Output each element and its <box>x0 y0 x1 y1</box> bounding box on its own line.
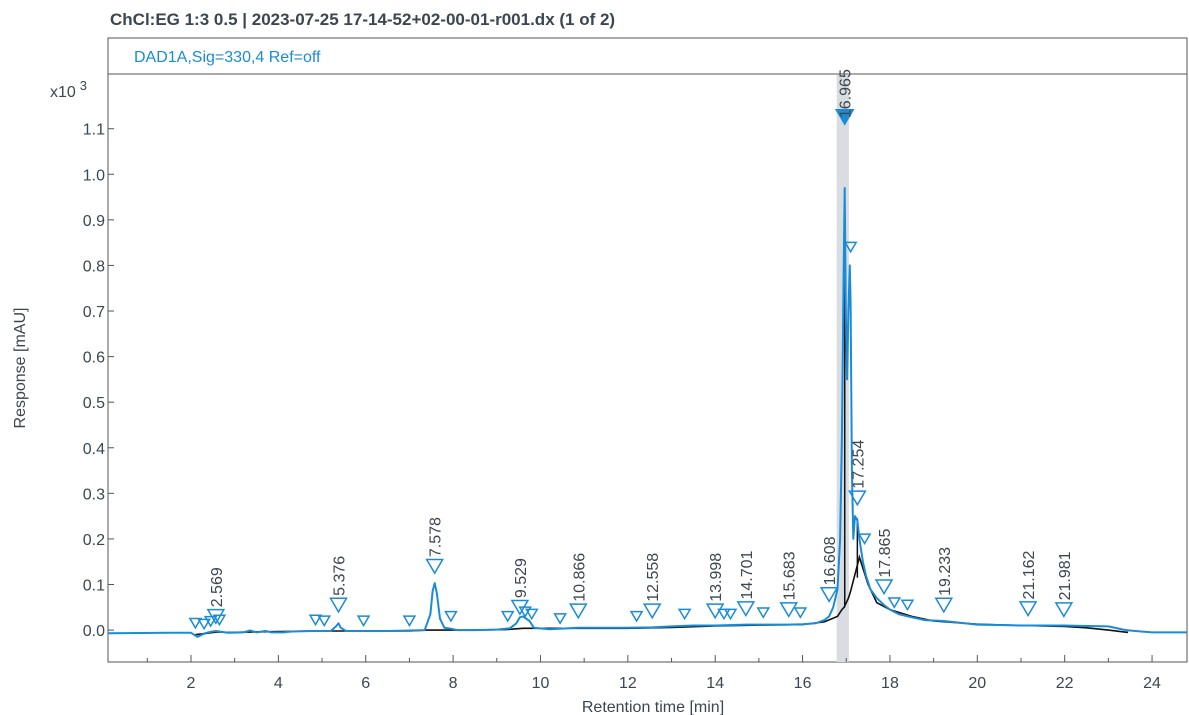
y-tick-label: 1.0 <box>83 167 105 184</box>
peak-label: 16.965 <box>838 69 855 118</box>
y-tick-label: 0.3 <box>83 486 105 503</box>
peak-marker[interactable] <box>510 599 530 616</box>
peak-marker[interactable] <box>308 614 323 627</box>
peak-marker[interactable] <box>848 490 867 507</box>
peak-marker[interactable] <box>553 613 567 625</box>
peak-label: 21.981 <box>1057 551 1074 600</box>
x-tick-label: 8 <box>449 675 458 692</box>
peak-marker[interactable] <box>629 610 644 623</box>
y-tick-label: 0.5 <box>83 395 105 412</box>
y-tick-label: 0.1 <box>83 578 105 595</box>
peak-marker[interactable] <box>779 602 799 618</box>
x-tick-label: 10 <box>532 675 550 692</box>
peak-marker[interactable] <box>717 608 731 621</box>
peak-label: 13.998 <box>708 553 725 602</box>
peak-marker[interactable] <box>819 587 839 603</box>
x-tick-label: 20 <box>968 675 986 692</box>
y-tick-label: 0.8 <box>83 258 105 275</box>
peak-label: 15.683 <box>782 551 799 600</box>
peak-label: 17.865 <box>877 529 894 578</box>
x-tick-label: 22 <box>1056 675 1074 692</box>
peak-label: 10.866 <box>571 553 588 602</box>
peak-marker[interactable] <box>317 615 332 628</box>
peak-marker[interactable] <box>642 603 662 620</box>
peak-marker[interactable] <box>900 599 915 612</box>
peak-label: 16.608 <box>822 536 839 585</box>
legend-frame <box>107 37 1188 75</box>
x-axis-title: Retention time [min] <box>582 699 724 715</box>
y-tick-label: 0.7 <box>83 304 105 321</box>
peak-marker[interactable] <box>857 533 872 545</box>
peak-labels: 2.569 5.376 7.578 9.529 10.866 12.558 13.998 14… <box>209 69 1074 607</box>
peak-marker[interactable] <box>444 610 458 623</box>
x-tick-label: 4 <box>274 675 283 692</box>
y-tick-label: 0.2 <box>83 532 105 549</box>
peak-marker[interactable] <box>1018 601 1038 617</box>
peak-marker[interactable] <box>500 610 515 623</box>
peak-marker[interactable] <box>843 241 858 254</box>
x-tick-label: 18 <box>881 675 899 692</box>
y-axis: 0.0 0.1 0.2 0.3 0.4 0.5 0.6 0.7 0.8 0.9 1.0 1.1 <box>83 122 114 640</box>
peak-marker[interactable] <box>329 597 348 614</box>
signal-line <box>107 187 1187 638</box>
signal-series <box>107 187 1187 638</box>
peak-label: 21.162 <box>1021 550 1038 599</box>
peak-marker[interactable] <box>197 618 211 631</box>
peak-label: 2.569 <box>209 567 226 607</box>
peak-marker[interactable] <box>874 579 894 596</box>
peak-label: 14.701 <box>739 550 756 599</box>
x-tick-label: 16 <box>794 675 812 692</box>
x-tick-label: 12 <box>619 675 637 692</box>
peak-marker[interactable] <box>568 603 588 620</box>
y-tick-label: 0.6 <box>83 350 105 367</box>
peak-marker[interactable] <box>705 603 725 620</box>
peak-markers <box>188 108 1074 631</box>
legend-label: DAD1A,Sig=330,4 Ref=off <box>134 49 321 66</box>
peak-label: 17.254 <box>850 440 867 489</box>
peak-marker[interactable] <box>887 597 902 609</box>
y-tick-label: 0.0 <box>83 623 105 640</box>
peak-marker[interactable] <box>723 608 738 621</box>
peak-marker[interactable] <box>756 607 771 619</box>
peak-label: 5.376 <box>332 556 349 596</box>
peak-marker[interactable] <box>203 615 218 628</box>
peak-marker[interactable] <box>402 615 417 628</box>
peak-marker[interactable] <box>524 608 539 621</box>
peak-label: 7.578 <box>428 517 445 557</box>
y-tick-label: 0.4 <box>83 441 105 458</box>
peak-marker[interactable] <box>1054 602 1074 618</box>
x-axis: 2 4 6 8 10 12 14 16 18 20 22 24 <box>146 655 1161 692</box>
y-tick-label: 0.9 <box>83 213 105 230</box>
peak-marker[interactable] <box>188 617 203 630</box>
x-tick-label: 24 <box>1143 675 1161 692</box>
x-tick-label: 2 <box>187 675 196 692</box>
peak-marker[interactable] <box>212 614 227 627</box>
peak-marker[interactable] <box>206 608 226 625</box>
peak-marker[interactable] <box>677 608 692 621</box>
peak-label: 9.529 <box>513 558 530 598</box>
peak-marker[interactable] <box>736 601 756 617</box>
peak-marker[interactable] <box>356 615 371 628</box>
peak-label: 19.233 <box>937 547 954 596</box>
chart-title: ChCl:EG 1:3 0.5 | 2023-07-25 17-14-52+02… <box>110 10 616 29</box>
plot-area <box>107 73 1188 663</box>
peak-marker[interactable] <box>425 558 444 575</box>
peak-marker[interactable] <box>793 607 808 619</box>
x-tick-label: 6 <box>361 675 370 692</box>
peak-label: 12.558 <box>645 553 662 602</box>
y-multiplier: x10 3 <box>50 78 87 101</box>
peak-marker[interactable] <box>934 597 954 614</box>
y-axis-title: Response [mAU] <box>12 308 29 429</box>
x-tick-label: 14 <box>706 675 724 692</box>
peak-marker[interactable] <box>834 108 855 126</box>
y-tick-label: 1.1 <box>83 122 105 139</box>
